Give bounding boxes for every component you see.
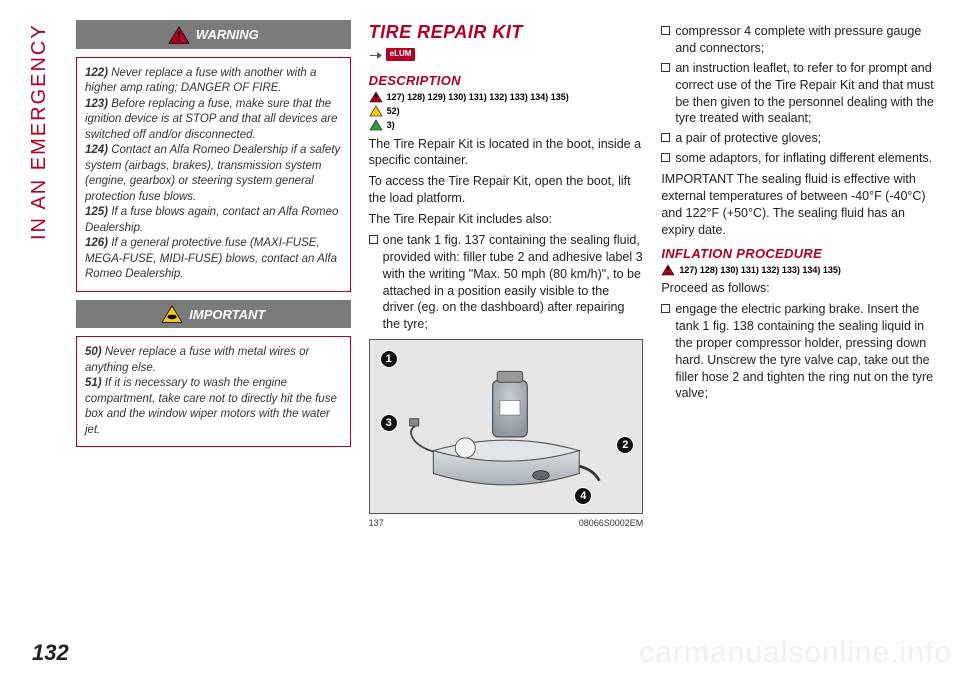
warning-banner-label: WARNING	[196, 27, 259, 42]
compressor-illustration	[406, 364, 607, 501]
ref-yellow-nums: 52)	[387, 105, 400, 117]
callout-2: 2	[616, 436, 634, 454]
note-124-num: 124)	[85, 144, 108, 156]
note-125-num: 125)	[85, 206, 108, 218]
figure-code: 08066S0002EM	[579, 517, 644, 529]
warning-triangle-icon	[369, 91, 383, 103]
important-box: 50) Never replace a fuse with metal wire…	[76, 336, 351, 447]
bullet-6-text: engage the electric parking brake. Inser…	[675, 301, 936, 402]
pointer-hand-icon	[369, 49, 383, 61]
note-126: If a general protective fuse (MAXI-FUSE,…	[85, 237, 337, 280]
ref-red-nums: 127) 128) 129) 130) 131) 132) 133) 134) …	[387, 91, 569, 103]
bullet-2: compressor 4 complete with pressure gaug…	[661, 23, 936, 57]
note-122: Never replace a fuse with another with a…	[85, 67, 316, 95]
ref-green: 3)	[369, 119, 644, 131]
bullet-2-text: compressor 4 complete with pressure gaug…	[675, 23, 936, 57]
warning-triangle-icon	[168, 26, 190, 44]
note-123: Before replacing a fuse, make sure that …	[85, 98, 338, 141]
warning-triangle-icon	[661, 264, 675, 276]
note-50-num: 50)	[85, 346, 102, 358]
note-124: Contact an Alfa Romeo Dealership if a sa…	[85, 144, 340, 203]
bullet-icon	[661, 133, 670, 142]
tire-p4: IMPORTANT The sealing fluid is effective…	[661, 171, 936, 239]
eco-triangle-icon	[369, 119, 383, 131]
bullet-1-text: one tank 1 fig. 137 containing the seali…	[383, 232, 644, 333]
page-number: 132	[32, 640, 69, 666]
bullet-icon	[661, 26, 670, 35]
content-columns: WARNING 122) Never replace a fuse with a…	[76, 20, 936, 638]
bullet-3: an instruction leaflet, to refer to for …	[661, 60, 936, 128]
bullet-icon	[661, 304, 670, 313]
tire-p3: The Tire Repair Kit includes also:	[369, 211, 644, 228]
ref-red2-nums: 127) 128) 130) 131) 132) 133) 134) 135)	[679, 264, 841, 276]
ref-yellow: 52)	[369, 105, 644, 117]
tire-p5: Proceed as follows:	[661, 280, 936, 297]
bullet-3-text: an instruction leaflet, to refer to for …	[675, 60, 936, 128]
tire-p1: The Tire Repair Kit is located in the bo…	[369, 136, 644, 170]
figure-label: 137 08066S0002EM	[369, 517, 644, 529]
elum-badge: eLUM	[369, 48, 416, 61]
bullet-4-text: a pair of protective gloves;	[675, 130, 821, 147]
figure-number: 137	[369, 517, 384, 529]
note-51-num: 51)	[85, 377, 102, 389]
callout-3: 3	[380, 414, 398, 432]
bullet-icon	[661, 63, 670, 72]
bullet-icon	[369, 235, 378, 244]
ref-red-2: 127) 128) 130) 131) 132) 133) 134) 135)	[661, 264, 936, 276]
caution-triangle-icon	[369, 105, 383, 117]
figure-137: 1 3 2 4	[369, 339, 644, 514]
warning-banner: WARNING	[76, 20, 351, 49]
note-123-num: 123)	[85, 98, 108, 110]
elum-tag: eLUM	[386, 48, 416, 61]
description-heading: DESCRIPTION	[369, 72, 644, 90]
note-126-num: 126)	[85, 237, 108, 249]
bullet-6: engage the electric parking brake. Inser…	[661, 301, 936, 402]
note-50: Never replace a fuse with metal wires or…	[85, 346, 309, 374]
caution-car-icon	[161, 305, 183, 323]
note-51: If it is necessary to wash the engine co…	[85, 377, 337, 436]
bullet-5-text: some adaptors, for inflating different e…	[675, 150, 932, 167]
tire-p2: To access the Tire Repair Kit, open the …	[369, 173, 644, 207]
callout-4: 4	[574, 487, 592, 505]
bullet-4: a pair of protective gloves;	[661, 130, 936, 147]
ref-red-1: 127) 128) 129) 130) 131) 132) 133) 134) …	[369, 91, 644, 103]
watermark: carmanualsonline.info	[639, 636, 952, 670]
note-122-num: 122)	[85, 67, 108, 79]
important-banner-label: IMPORTANT	[189, 307, 265, 322]
bullet-5: some adaptors, for inflating different e…	[661, 150, 936, 167]
important-banner: IMPORTANT	[76, 300, 351, 329]
tire-kit-title: TIRE REPAIR KIT	[369, 20, 644, 44]
bullet-icon	[661, 153, 670, 162]
ref-green-nums: 3)	[387, 119, 395, 131]
callout-1: 1	[380, 350, 398, 368]
warning-box: 122) Never replace a fuse with another w…	[76, 57, 351, 292]
section-tab: IN AN EMERGENCY	[28, 20, 50, 240]
bullet-1: one tank 1 fig. 137 containing the seali…	[369, 232, 644, 333]
note-125: If a fuse blows again, contact an Alfa R…	[85, 206, 338, 234]
inflation-heading: INFLATION PROCEDURE	[661, 245, 936, 263]
